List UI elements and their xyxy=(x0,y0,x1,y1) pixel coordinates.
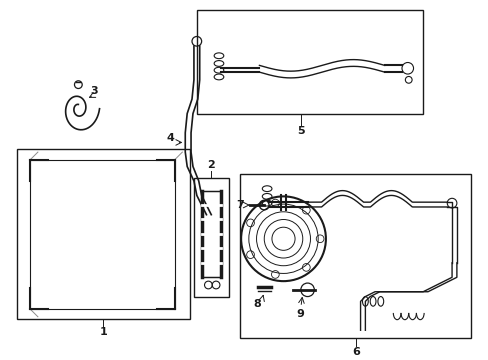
Bar xyxy=(194,178,228,297)
Bar xyxy=(30,160,174,309)
Text: 1: 1 xyxy=(100,327,107,337)
Bar xyxy=(240,174,470,338)
Text: 6: 6 xyxy=(351,347,359,357)
Text: 7: 7 xyxy=(236,200,244,210)
Text: 9: 9 xyxy=(295,309,303,319)
Text: 3: 3 xyxy=(90,86,98,96)
Text: 4: 4 xyxy=(166,132,174,143)
Text: 5: 5 xyxy=(296,126,304,136)
Bar xyxy=(196,10,422,113)
Text: 2: 2 xyxy=(207,160,215,170)
Bar xyxy=(17,149,190,319)
Text: 8: 8 xyxy=(253,300,261,310)
